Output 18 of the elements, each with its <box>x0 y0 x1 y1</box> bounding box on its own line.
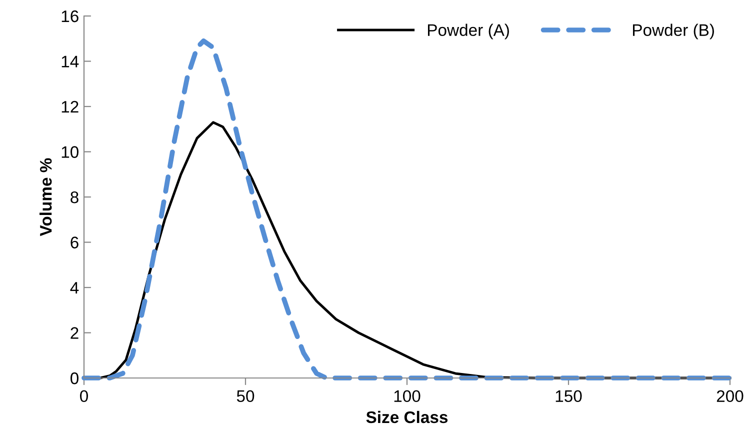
legend-label: Powder (B) <box>633 24 714 40</box>
y-tick-label: 10 <box>62 146 78 158</box>
x-tick-label: 50 <box>236 390 254 402</box>
y-tick-label: 4 <box>70 282 79 294</box>
x-tick-label: 0 <box>80 390 88 402</box>
x-tick-label: 200 <box>716 390 744 402</box>
y-tick-label: 14 <box>62 56 79 68</box>
y-tick-label: 16 <box>62 10 78 22</box>
y-tick-label: 0 <box>70 372 78 384</box>
x-tick-label: 150 <box>556 390 582 402</box>
legend-label: Powder (A) <box>428 24 509 40</box>
x-tick-label: 100 <box>394 390 420 402</box>
y-axis-title: Volume % <box>40 158 52 236</box>
y-tick-label: 8 <box>70 191 78 204</box>
y-tick-label: 6 <box>70 236 78 248</box>
x-axis-title: Size Class <box>366 410 448 424</box>
y-tick-label: 2 <box>70 327 78 339</box>
y-tick-label: 12 <box>62 100 78 113</box>
